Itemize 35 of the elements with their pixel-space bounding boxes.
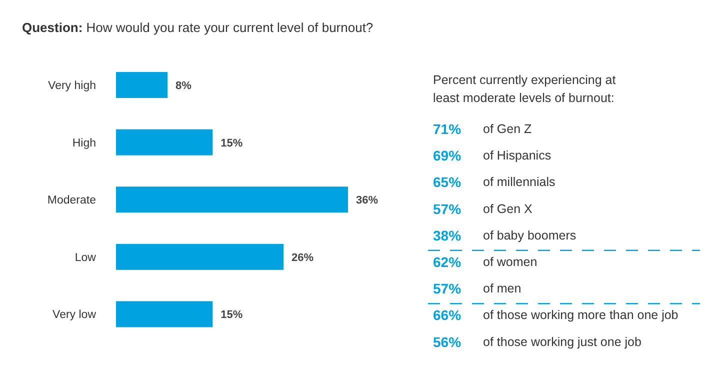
data-label: 69% [433, 148, 462, 164]
chart-title: Question: How would you rate your current level of burnout? [22, 20, 374, 35]
y-tick-label: Moderate [47, 194, 96, 207]
data-label: 15% [220, 309, 243, 322]
bar [116, 186, 348, 213]
bar [116, 129, 213, 156]
data-label: 71% [433, 121, 462, 137]
bar [116, 301, 213, 328]
y-tick-label: Very low [52, 309, 97, 322]
data-label: 57% [433, 200, 462, 217]
data-label: 56% [433, 334, 462, 350]
data-label: 62% [433, 254, 462, 270]
bar [116, 72, 168, 98]
data-label: 66% [433, 307, 462, 324]
data-label: 15% [220, 137, 243, 150]
data-label: 8% [176, 80, 192, 92]
data-label: 26% [292, 252, 314, 264]
category-label: of Gen X [483, 202, 533, 216]
data-label: 38% [433, 227, 462, 244]
category-label: of Gen Z [483, 122, 532, 136]
y-tick-label: High [72, 137, 96, 150]
y-tick-label: Low [74, 252, 97, 264]
category-label: of those working just one job [483, 334, 642, 349]
category-label: of women [483, 255, 538, 269]
bar [116, 244, 284, 270]
category-label: of baby boomers [483, 228, 576, 242]
y-tick-label: Very high [48, 80, 96, 92]
data-label: 65% [433, 174, 462, 190]
data-label: 36% [356, 194, 378, 207]
text: Percent currently experiencing at least moderate levels of burnout: [433, 73, 616, 105]
category-label: of Hispanics [483, 148, 552, 163]
data-label: 57% [433, 280, 462, 297]
category-label: of millennials [483, 175, 556, 190]
category-label: of men [483, 282, 522, 296]
category-label: of those working more than one job [483, 308, 678, 322]
